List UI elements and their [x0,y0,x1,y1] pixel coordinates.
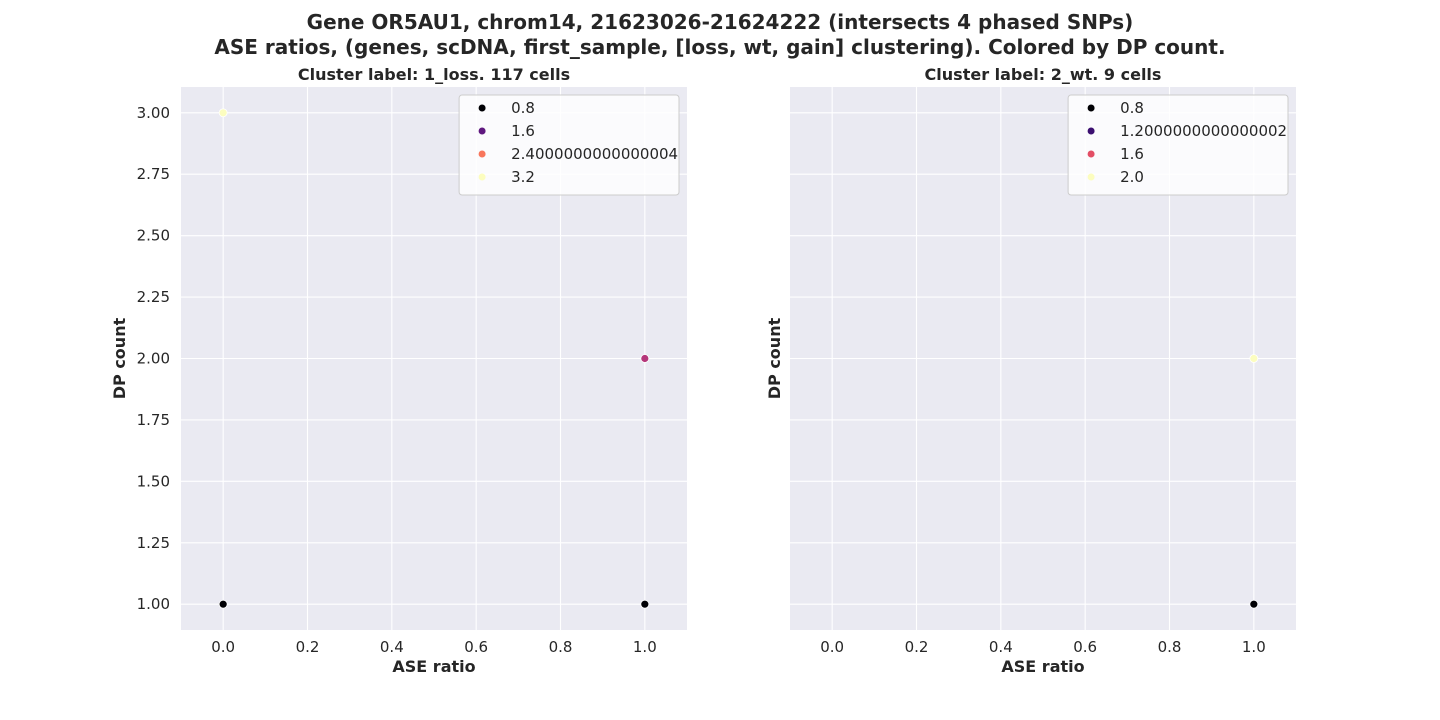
scatter-point [218,599,228,609]
panel-title: Cluster label: 1_loss. 117 cells [298,65,570,84]
scatter-panel-2-wt: 0.0 0.2 0.4 0.6 0.8 1.0 ASE ratio DP count Clust… [765,65,1296,676]
y-tick-label: 1.25 [137,534,170,552]
y-tick-label: 2.50 [137,227,170,245]
legend-marker [478,150,486,158]
x-tick-label: 0.8 [549,638,573,656]
legend-marker [1087,173,1095,181]
legend-label: 3.2 [511,168,535,186]
y-tick-label: 2.00 [137,350,170,368]
y-tick-label: 1.00 [137,595,170,613]
legend-marker [1087,127,1095,135]
legend-marker [1087,104,1095,112]
y-axis-label: DP count [110,317,129,399]
x-tick-label: 0.6 [1073,638,1097,656]
scatter-panel-1-loss: 0.0 0.2 0.4 0.6 0.8 1.0 1.00 1.25 1.50 1.75 2.00 2.… [110,65,687,676]
x-tick-label: 0.4 [989,638,1013,656]
x-tick-label: 0.2 [905,638,929,656]
scatter-point [1249,599,1259,609]
legend-box [1067,94,1289,196]
x-tick-label: 1.0 [1242,638,1266,656]
x-tick-label: 0.0 [211,638,235,656]
y-axis-label: DP count [765,317,784,399]
legend-label: 2.4000000000000004 [511,145,678,163]
y-tick-label: 3.00 [137,104,170,122]
legend-marker [478,104,486,112]
scatter-point [1249,354,1259,363]
x-tick-label: 0.4 [380,638,404,656]
y-tick-label: 1.50 [137,472,170,490]
x-axis-label: ASE ratio [1001,657,1084,676]
figure-suptitle-line1: Gene OR5AU1, chrom14, 21623026-21624222 … [306,10,1134,34]
legend-label: 1.6 [1120,145,1144,163]
panel-title: Cluster label: 2_wt. 9 cells [925,65,1162,84]
x-tick-label: 0.8 [1158,638,1182,656]
legend-label: 1.6 [511,122,535,140]
x-axis-label: ASE ratio [392,657,475,676]
x-tick-label: 0.6 [464,638,488,656]
legend-marker [1087,150,1095,158]
legend-box [458,94,680,196]
x-tick-label: 1.0 [633,638,657,656]
x-tick-label: 0.0 [820,638,844,656]
legend-label: 1.2000000000000002 [1120,122,1287,140]
legend-label: 0.8 [511,99,535,117]
legend-label: 0.8 [1120,99,1144,117]
x-tick-label: 0.2 [296,638,320,656]
legend-marker [478,173,486,181]
y-tick-label: 1.75 [137,411,170,429]
y-tick-label: 2.25 [137,288,170,306]
legend-label: 2.0 [1120,168,1144,186]
scatter-point [218,108,228,118]
figure-suptitle-line2: ASE ratios, (genes, scDNA, first_sample,… [214,35,1226,59]
scatter-point [640,354,650,363]
legend-marker [478,127,486,135]
y-tick-label: 2.75 [137,165,170,183]
scatter-point [640,599,650,609]
